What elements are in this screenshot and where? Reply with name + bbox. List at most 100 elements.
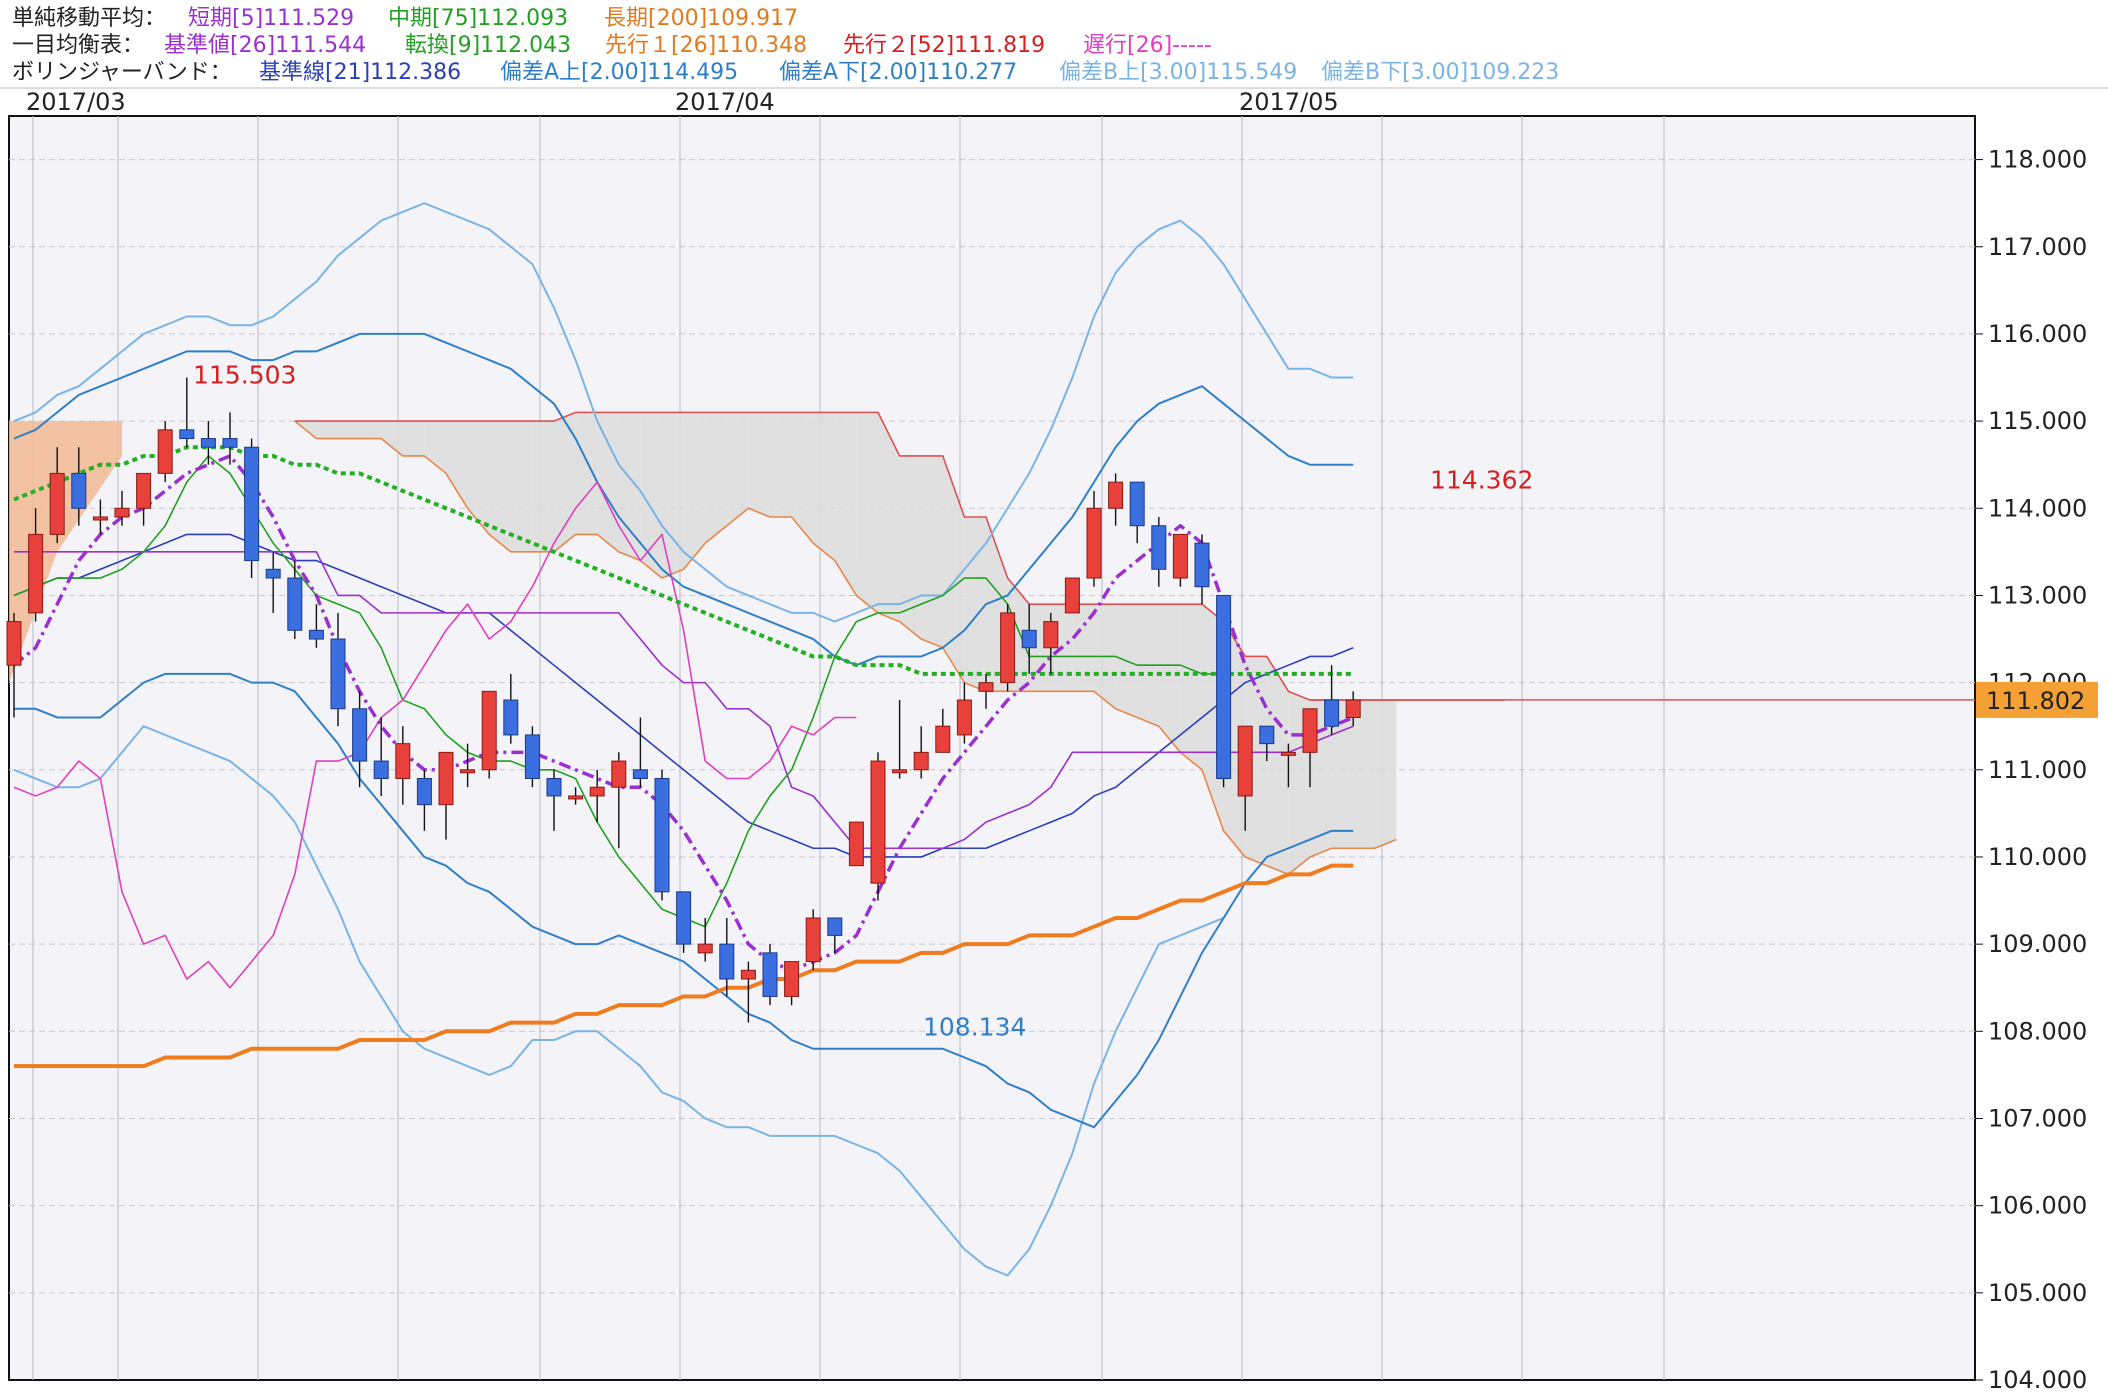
annotation-high-march: 115.503 xyxy=(193,360,296,389)
legend-sma-short: 短期[5]111.529 xyxy=(188,6,354,31)
candle xyxy=(913,726,929,779)
candle xyxy=(136,472,152,526)
candle xyxy=(1324,665,1340,735)
candle xyxy=(308,604,324,648)
candle xyxy=(71,447,87,526)
candle xyxy=(416,769,432,831)
candle xyxy=(676,891,692,953)
legend-senkou-b: 先行２[52]111.819 xyxy=(843,33,1045,58)
candle-body xyxy=(330,638,346,710)
candle xyxy=(848,821,864,867)
cloud-segment xyxy=(532,421,554,552)
cloud-segment xyxy=(597,412,619,552)
candle xyxy=(114,490,130,526)
cloud-segment xyxy=(510,421,533,552)
candle-body xyxy=(1237,725,1253,797)
candle-body xyxy=(1345,699,1361,718)
candle xyxy=(200,421,216,465)
candle xyxy=(287,560,303,640)
candle xyxy=(654,769,670,901)
cloud-segment xyxy=(446,421,468,509)
cloud-segment xyxy=(1374,700,1397,849)
candle xyxy=(1151,516,1167,587)
candle xyxy=(1302,708,1318,788)
candle xyxy=(762,944,778,1006)
indicator-lines xyxy=(12,202,1975,1277)
legend-senkou-a: 先行１[26]110.348 xyxy=(605,33,807,58)
legend-bb-b-up: 偏差B上[3.00]115.549 xyxy=(1059,60,1297,85)
cloud-segment xyxy=(575,412,598,535)
candle xyxy=(805,909,821,971)
candle xyxy=(438,751,454,840)
candle xyxy=(49,447,65,544)
candle-body xyxy=(589,786,605,797)
candle xyxy=(1194,534,1210,605)
candle-body xyxy=(697,943,713,954)
candle xyxy=(373,717,389,796)
candle xyxy=(330,612,346,727)
cloud-segment xyxy=(1180,604,1202,770)
candle-body xyxy=(1043,621,1059,649)
legend-bb-a-up: 偏差A上[2.00]114.495 xyxy=(500,60,738,85)
legend-bollinger-label: ボリンジャーバンド： xyxy=(12,60,232,85)
candle xyxy=(1064,577,1080,614)
cloud-segment xyxy=(662,412,684,579)
candle xyxy=(503,673,519,744)
kijun-line xyxy=(14,551,1354,850)
candle-body xyxy=(546,778,562,797)
candle-body xyxy=(460,769,476,774)
legend-sma-long: 長期[200]109.917 xyxy=(604,6,798,31)
candle-body xyxy=(1064,577,1080,614)
candle-body xyxy=(956,699,972,736)
candle-body xyxy=(892,769,908,774)
candle xyxy=(611,752,627,849)
candle xyxy=(265,551,281,613)
candle-body xyxy=(676,891,692,945)
cloud-segment xyxy=(1353,700,1375,849)
cloud-segment xyxy=(467,421,490,535)
sma-long-line xyxy=(14,863,1354,1069)
candle-body xyxy=(136,472,152,509)
y-tick-label: 117.000 xyxy=(1988,233,2087,261)
y-tick-label: 106.000 xyxy=(1988,1192,2087,1220)
candle xyxy=(179,377,195,448)
y-tick-label: 118.000 xyxy=(1988,146,2087,174)
candle xyxy=(481,690,497,779)
y-tick-label: 107.000 xyxy=(1988,1104,2087,1132)
candle-body xyxy=(49,472,65,535)
candle xyxy=(1129,481,1145,544)
y-tick-label: 109.000 xyxy=(1988,930,2087,958)
cloud-segment xyxy=(1158,604,1181,753)
candle-body xyxy=(870,760,886,884)
candle-body xyxy=(1000,612,1016,684)
current-price-tag xyxy=(1976,681,2098,718)
plot-area xyxy=(8,115,1976,1381)
legend-sma-label: 単純移動平均： xyxy=(12,6,166,31)
candle-body xyxy=(848,821,864,867)
candle xyxy=(827,917,843,953)
candle xyxy=(935,708,951,753)
candle-body xyxy=(1259,725,1275,745)
candle-body xyxy=(395,743,411,780)
candle-body xyxy=(827,917,843,936)
candle xyxy=(1259,725,1275,762)
candle-body xyxy=(654,778,670,893)
candle xyxy=(589,769,605,823)
candle-body xyxy=(92,516,108,521)
cloud-segment xyxy=(359,421,382,439)
candle-body xyxy=(740,969,756,980)
candle xyxy=(1216,594,1232,788)
cloud-segment xyxy=(1266,656,1289,875)
legend-kijun: 基準値[26]111.544 xyxy=(164,33,366,58)
current-price-marker: 111.802 xyxy=(1976,681,2098,718)
cloud-segment xyxy=(921,455,943,648)
sma-mid-line xyxy=(13,445,1354,676)
candle xyxy=(352,691,368,788)
candle xyxy=(244,438,260,579)
cloud-segment xyxy=(683,412,706,570)
cloud-segment xyxy=(748,412,770,517)
x-axis-labels: 2017/03 2017/04 2017/05 xyxy=(26,88,1339,116)
y-tick-label: 110.000 xyxy=(1988,843,2087,871)
candle xyxy=(460,743,476,788)
y-tick-label: 115.000 xyxy=(1988,407,2087,435)
